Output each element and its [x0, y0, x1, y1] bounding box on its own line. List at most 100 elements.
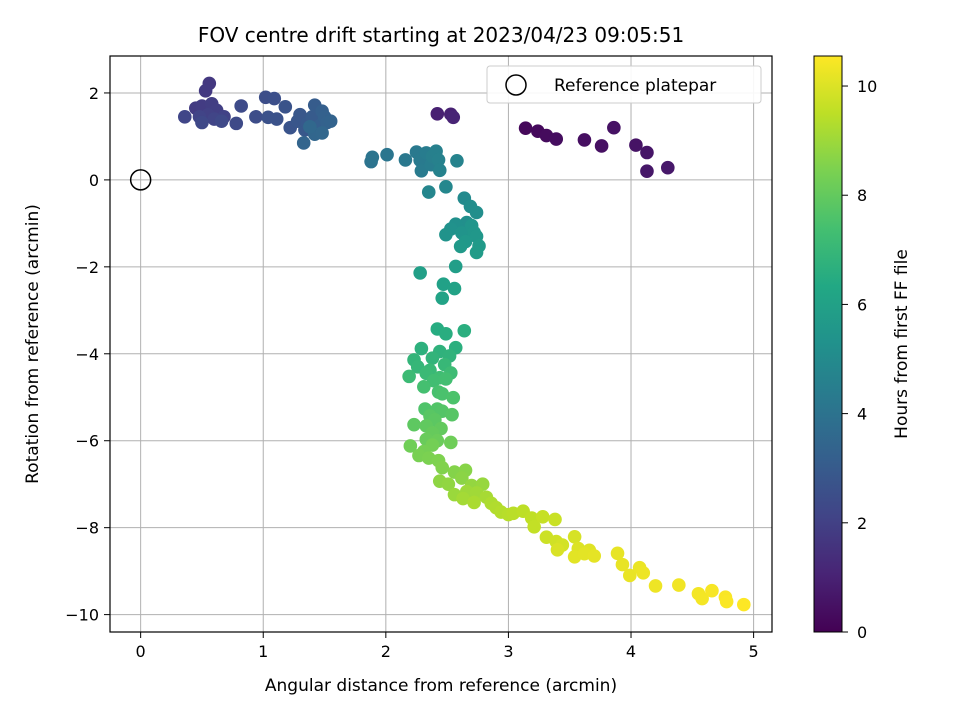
reference-platepar-marker	[129, 169, 152, 191]
y-tick-label: −4	[75, 345, 99, 364]
data-point	[469, 205, 484, 220]
data-point	[439, 326, 453, 341]
data-point	[303, 120, 317, 134]
data-point	[447, 281, 462, 296]
data-point	[660, 160, 675, 175]
colorbar-tick-label: 6	[857, 295, 867, 314]
colorbar-label: Hours from first FF file	[892, 249, 912, 439]
data-point	[719, 594, 734, 609]
data-point	[249, 110, 263, 124]
data-point	[567, 529, 582, 544]
data-point	[455, 471, 469, 485]
legend-label: Reference platepar	[554, 76, 716, 96]
data-point	[610, 546, 625, 561]
data-points	[177, 76, 751, 612]
data-point	[414, 341, 429, 356]
data-point	[446, 390, 461, 405]
colorbar-tick-label: 10	[857, 77, 877, 96]
data-point	[234, 99, 248, 113]
data-point	[413, 266, 427, 280]
data-point	[549, 132, 564, 146]
data-point	[550, 543, 565, 557]
colorbar-tick-label: 2	[857, 514, 867, 533]
data-point	[629, 138, 643, 152]
data-point	[380, 147, 394, 162]
data-point	[315, 126, 329, 140]
data-point	[407, 417, 421, 432]
data-point	[622, 568, 637, 583]
data-point	[640, 164, 654, 178]
data-point	[615, 557, 630, 572]
data-point	[195, 115, 209, 130]
data-point	[403, 439, 418, 453]
data-point	[435, 460, 450, 475]
y-tick-label: 2	[89, 84, 99, 103]
data-point	[439, 180, 453, 194]
data-point	[672, 578, 686, 592]
data-point	[457, 323, 472, 338]
y-tick-label: −10	[65, 606, 99, 625]
colorbar-tick-label: 4	[857, 405, 867, 424]
data-point	[640, 145, 654, 160]
colorbar-ticks: 0 2 4 6 8 10	[842, 77, 877, 642]
legend-marker	[505, 74, 527, 96]
plot-frame	[109, 55, 773, 633]
data-point	[737, 597, 751, 612]
data-point	[453, 239, 468, 254]
data-point	[177, 110, 192, 124]
data-point	[432, 163, 447, 178]
data-point	[444, 435, 458, 450]
data-point	[417, 380, 431, 394]
data-point	[439, 372, 453, 386]
data-point	[441, 477, 456, 491]
data-point	[426, 373, 441, 388]
data-point	[278, 100, 293, 114]
data-point	[648, 579, 663, 593]
data-point	[267, 91, 282, 106]
data-point	[535, 510, 550, 524]
data-point	[436, 277, 451, 292]
data-point	[594, 139, 609, 153]
colorbar-tick-label: 8	[857, 186, 867, 205]
data-point	[695, 591, 709, 606]
data-point	[214, 114, 229, 129]
data-point	[450, 153, 464, 168]
data-point	[431, 153, 446, 167]
x-tick-label: 4	[626, 642, 636, 661]
legend: Reference platepar	[486, 65, 762, 104]
chart-title: FOV centre drift starting at 2023/04/23 …	[198, 23, 684, 47]
data-point	[705, 583, 719, 598]
data-point	[229, 116, 244, 131]
data-point	[435, 291, 450, 305]
y-tick-label: −2	[75, 258, 99, 277]
data-point	[439, 227, 453, 242]
data-point	[467, 495, 481, 510]
y-tick-label: −6	[75, 432, 99, 451]
y-tick-label: −8	[75, 519, 99, 538]
colorbar-gradient	[813, 55, 843, 633]
data-point	[398, 153, 413, 167]
data-point	[402, 369, 416, 384]
data-point	[446, 110, 461, 125]
data-point	[456, 491, 470, 506]
data-point	[636, 566, 651, 580]
data-point	[365, 150, 380, 165]
data-point	[323, 114, 338, 129]
data-point	[607, 120, 621, 135]
data-point	[445, 407, 459, 422]
data-point	[425, 351, 440, 365]
x-tick-label: 1	[258, 642, 268, 661]
x-tick-label: 0	[136, 642, 146, 661]
data-point	[548, 512, 562, 527]
data-point	[448, 259, 463, 274]
data-point	[518, 121, 533, 135]
y-tick-label: 0	[89, 171, 99, 190]
colorbar-tick-label: 0	[857, 623, 867, 642]
colorbar: 0 2 4 6 8 10 Hours from first FF file	[813, 55, 912, 642]
data-point	[421, 185, 436, 199]
data-point	[296, 136, 311, 150]
x-tick-label: 5	[749, 642, 759, 661]
data-point	[469, 245, 484, 260]
